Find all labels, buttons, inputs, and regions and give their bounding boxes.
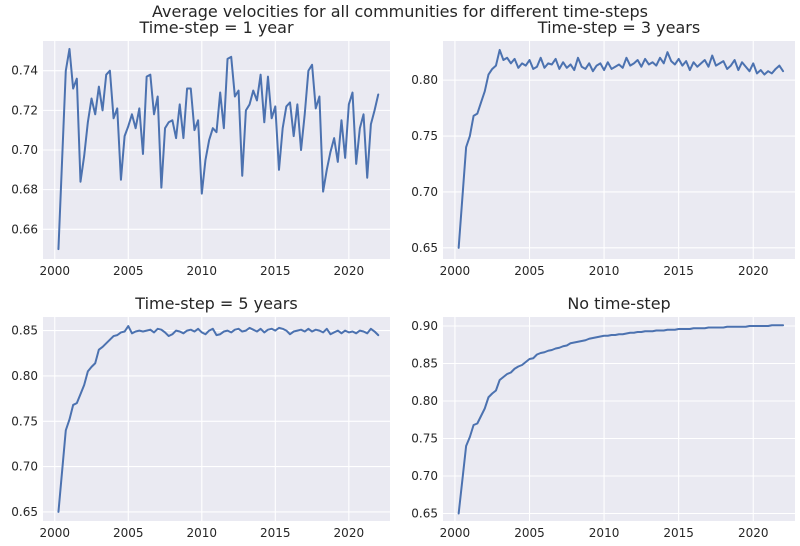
- y-tick-label: 0.70: [11, 143, 38, 157]
- y-tick-label: 0.70: [411, 469, 438, 483]
- x-tick-label: 2010: [589, 264, 620, 278]
- x-tick-label: 2020: [334, 526, 365, 540]
- subplot-title: Time-step = 3 years: [537, 18, 700, 37]
- plot-area: [443, 317, 795, 521]
- series-line: [57, 325, 380, 513]
- subplot-3: Time-step = 5 years 2000 2005 2010 2015 2020 0…: [11, 294, 390, 540]
- figure-title: Average velocities for all communities f…: [152, 2, 648, 21]
- y-tick-label: 0.68: [11, 183, 38, 197]
- plot-area: [43, 317, 390, 521]
- y-tick-label: 0.70: [411, 185, 438, 199]
- y-tick-label: 0.75: [11, 414, 38, 428]
- subplot-1: Time-step = 1 year 2000 2005 2010 2015 2020 0.…: [11, 18, 390, 278]
- x-tick-label: 2010: [187, 264, 218, 278]
- y-tick-label: 0.74: [11, 64, 38, 78]
- y-tick-label: 0.85: [411, 357, 438, 371]
- y-tick-label: 0.85: [11, 324, 38, 338]
- x-tick-label: 2005: [113, 264, 144, 278]
- x-tick-label: 2020: [738, 526, 769, 540]
- x-tick-label: 2000: [440, 264, 471, 278]
- plot-area: [443, 41, 795, 259]
- x-tick-label: 2000: [440, 526, 471, 540]
- x-tick-label: 2020: [738, 264, 769, 278]
- y-tick-label: 0.75: [411, 432, 438, 446]
- series-line: [457, 324, 785, 515]
- x-tick-label: 2010: [187, 526, 218, 540]
- x-tick-label: 2010: [589, 526, 620, 540]
- subplot-title: Time-step = 5 years: [134, 294, 297, 313]
- x-tick-label: 2005: [514, 264, 545, 278]
- y-tick-label: 0.80: [11, 369, 38, 383]
- y-tick-label: 0.75: [411, 129, 438, 143]
- subplot-grid: Time-step = 1 year 2000 2005 2010 2015 2020 0.…: [11, 18, 795, 540]
- series-line: [457, 48, 785, 249]
- x-tick-label: 2015: [260, 264, 291, 278]
- y-tick-label: 0.66: [11, 222, 38, 236]
- x-tick-label: 2005: [113, 526, 144, 540]
- x-tick-label: 2005: [514, 526, 545, 540]
- subplot-2: Time-step = 3 years 2000 2005 2010 2015 2020 0…: [411, 18, 795, 278]
- subplot-title: No time-step: [567, 294, 670, 313]
- series-line: [57, 47, 380, 251]
- x-tick-label: 2015: [663, 526, 694, 540]
- y-tick-label: 0.65: [11, 505, 38, 519]
- x-tick-label: 2020: [334, 264, 365, 278]
- subplot-4: No time-step 2000 2005 2010 2015 2020 0.65 0.70…: [411, 294, 795, 540]
- y-tick-label: 0.65: [411, 241, 438, 255]
- y-tick-label: 0.80: [411, 394, 438, 408]
- y-tick-label: 0.90: [411, 319, 438, 333]
- y-tick-label: 0.70: [11, 460, 38, 474]
- x-tick-label: 2015: [260, 526, 291, 540]
- x-tick-label: 2000: [39, 264, 70, 278]
- subplot-title: Time-step = 1 year: [138, 18, 294, 37]
- x-tick-label: 2000: [39, 526, 70, 540]
- y-tick-label: 0.80: [411, 73, 438, 87]
- x-tick-label: 2015: [663, 264, 694, 278]
- y-tick-label: 0.72: [11, 103, 38, 117]
- y-tick-label: 0.65: [411, 507, 438, 521]
